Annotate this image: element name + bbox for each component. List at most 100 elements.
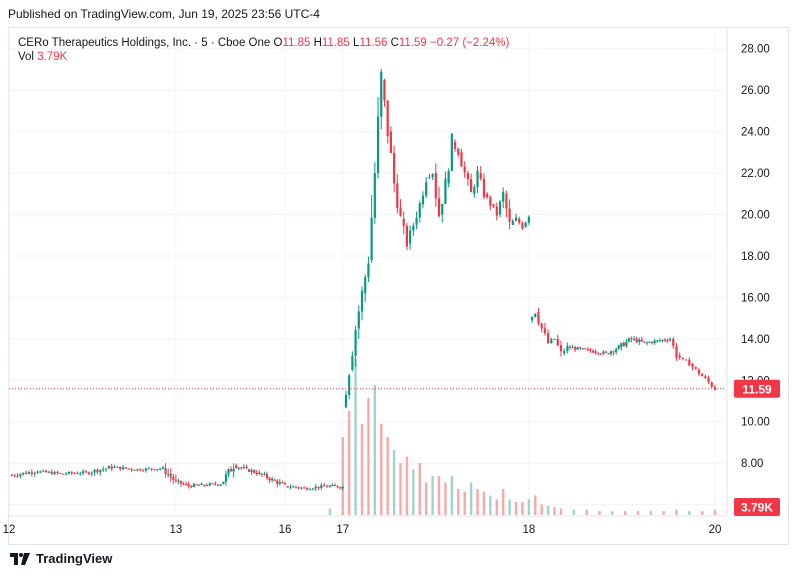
candle bbox=[428, 177, 431, 179]
candle bbox=[584, 348, 587, 350]
candle bbox=[502, 191, 505, 202]
candle bbox=[685, 359, 688, 361]
volume-bar bbox=[431, 476, 434, 515]
candle bbox=[333, 484, 337, 486]
candle bbox=[620, 342, 623, 348]
x-tick-label: 17 bbox=[336, 524, 349, 536]
candle bbox=[53, 471, 56, 475]
candle bbox=[360, 290, 364, 312]
candle bbox=[661, 339, 664, 341]
high-label: H bbox=[313, 37, 322, 49]
volume-bar bbox=[559, 508, 563, 515]
candle bbox=[64, 473, 68, 475]
candle bbox=[341, 486, 344, 489]
candle bbox=[402, 218, 405, 226]
candle bbox=[704, 376, 707, 379]
high-value: 11.85 bbox=[321, 37, 350, 49]
candle bbox=[489, 197, 492, 206]
candle bbox=[278, 482, 281, 484]
candle bbox=[167, 473, 170, 475]
volume-bar bbox=[527, 499, 531, 515]
candle bbox=[627, 338, 631, 342]
close-label: C bbox=[390, 37, 399, 49]
candle bbox=[253, 470, 256, 473]
candle bbox=[87, 472, 90, 474]
candle bbox=[566, 345, 569, 351]
candle bbox=[30, 472, 33, 474]
change-value: −0.27 (−2.24%) bbox=[430, 37, 510, 49]
candle bbox=[396, 183, 399, 209]
candle bbox=[656, 340, 659, 342]
candle bbox=[354, 329, 357, 356]
candle bbox=[640, 339, 643, 342]
volume-bar bbox=[713, 509, 717, 515]
y-tick-label: 16.00 bbox=[741, 292, 770, 304]
candle bbox=[116, 466, 119, 468]
candle bbox=[370, 217, 373, 261]
candle bbox=[579, 347, 582, 349]
candle bbox=[323, 485, 326, 487]
volume-bar bbox=[392, 450, 396, 515]
volume-bar bbox=[437, 476, 441, 515]
candle bbox=[556, 338, 559, 346]
candle bbox=[200, 483, 203, 486]
y-tick-label: 28.00 bbox=[741, 44, 770, 56]
candle bbox=[25, 472, 28, 474]
candle bbox=[136, 469, 139, 471]
candle bbox=[479, 173, 482, 179]
candle bbox=[518, 218, 521, 223]
candle bbox=[159, 468, 162, 470]
candle bbox=[653, 340, 656, 343]
candle bbox=[22, 472, 25, 475]
candle bbox=[663, 339, 667, 341]
candle bbox=[701, 374, 704, 377]
volume-bar bbox=[611, 511, 614, 515]
candle bbox=[39, 471, 42, 473]
candle bbox=[367, 263, 370, 278]
volume-bar bbox=[424, 482, 428, 515]
candle bbox=[27, 472, 31, 474]
candle bbox=[56, 471, 59, 473]
open-label: O bbox=[273, 37, 283, 49]
volume-legend: Vol 3.79K bbox=[18, 51, 67, 63]
candle bbox=[344, 394, 348, 408]
volume-bar bbox=[649, 511, 653, 515]
candle bbox=[308, 489, 312, 491]
volume-bar bbox=[572, 509, 575, 515]
candle bbox=[633, 338, 636, 340]
candle bbox=[591, 350, 595, 353]
candle bbox=[263, 473, 266, 475]
candle bbox=[373, 173, 376, 218]
volume-bar bbox=[489, 495, 492, 515]
candle bbox=[124, 467, 128, 469]
footer-brand[interactable]: TradingView bbox=[10, 551, 112, 566]
candle bbox=[386, 100, 389, 137]
candle bbox=[79, 473, 82, 475]
candle bbox=[437, 198, 441, 217]
volume-bar bbox=[399, 463, 402, 515]
candle bbox=[314, 486, 317, 489]
candle bbox=[325, 486, 329, 488]
candle bbox=[271, 478, 274, 481]
candle bbox=[93, 469, 96, 473]
candle bbox=[594, 351, 597, 353]
candle bbox=[635, 338, 638, 343]
candle bbox=[568, 347, 572, 349]
candle bbox=[707, 378, 710, 383]
candle bbox=[297, 487, 300, 489]
candle bbox=[96, 469, 99, 473]
symbol-title[interactable]: CERo Therapeutics Holdings, Inc. · 5 · C… bbox=[18, 37, 271, 49]
candle bbox=[589, 349, 592, 351]
volume-bar bbox=[380, 424, 383, 515]
volume-bar bbox=[418, 463, 421, 515]
candle bbox=[511, 220, 514, 225]
candle bbox=[617, 345, 620, 350]
volume-bar bbox=[360, 424, 364, 515]
candle bbox=[553, 338, 556, 340]
candle bbox=[90, 472, 93, 474]
candle bbox=[581, 348, 584, 350]
candle bbox=[281, 482, 284, 484]
candle bbox=[16, 475, 19, 477]
candle bbox=[615, 349, 618, 352]
